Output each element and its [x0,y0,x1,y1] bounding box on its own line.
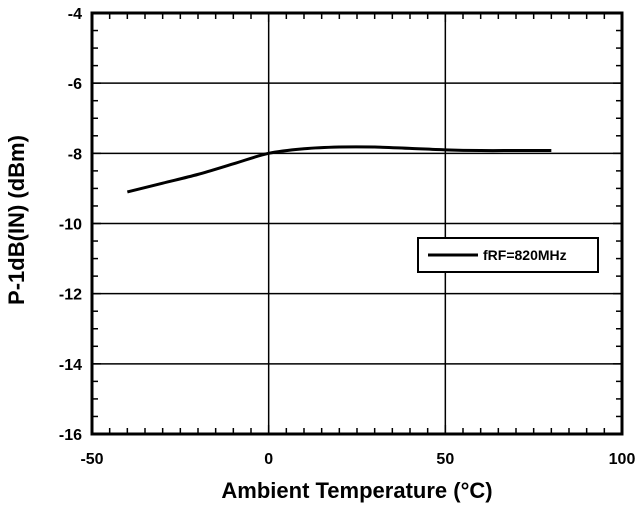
x-tick-label: 50 [436,451,454,468]
x-axis-label: Ambient Temperature (°C) [221,478,492,503]
y-tick-labels: -4 -6 -8 -10 -12 -14 -16 [59,6,82,444]
plot-frame [90,11,624,436]
x-tick-label: 0 [264,451,273,468]
x-tick-label: 100 [609,451,636,468]
y-tick-label: -4 [68,6,82,23]
grid [92,13,622,434]
x-tick-label: -50 [80,451,103,468]
y-tick-label: -6 [68,76,82,93]
y-tick-label: -16 [59,427,82,444]
legend: fRF=820MHz [417,237,599,273]
y-tick-label: -12 [59,287,82,304]
y-axis-label: P-1dB(IN) (dBm) [4,135,29,305]
y-tick-label: -14 [59,357,82,374]
series-line [126,145,552,194]
series-layer [126,145,552,194]
x-tick-labels: -50 0 50 100 [80,451,635,468]
y-tick-label: -8 [68,146,82,163]
legend-label: fRF=820MHz [483,247,567,263]
y-tick-label: -10 [59,217,82,234]
